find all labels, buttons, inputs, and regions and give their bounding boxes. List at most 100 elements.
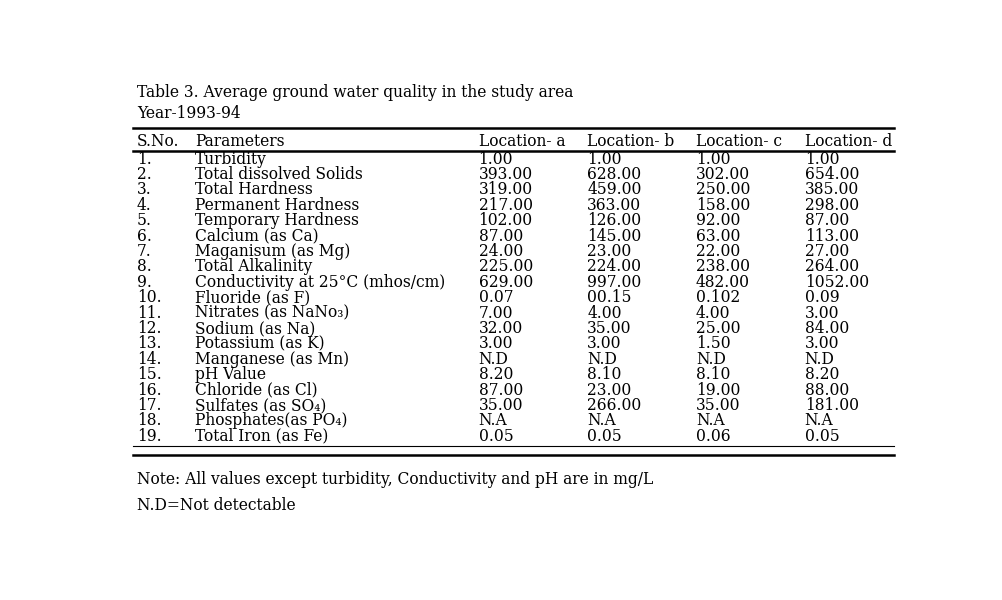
Text: Location- b: Location- b — [587, 133, 674, 150]
Text: Calcium (as Ca): Calcium (as Ca) — [195, 227, 319, 245]
Text: 266.00: 266.00 — [587, 397, 641, 414]
Text: Nitrates (as NaNo₃): Nitrates (as NaNo₃) — [195, 305, 350, 322]
Text: 27.00: 27.00 — [805, 243, 849, 260]
Text: 1.00: 1.00 — [479, 151, 513, 167]
Text: 9.: 9. — [137, 274, 151, 291]
Text: Year-1993-94: Year-1993-94 — [137, 105, 240, 122]
Text: 482.00: 482.00 — [696, 274, 750, 291]
Text: Maganisum (as Mg): Maganisum (as Mg) — [195, 243, 351, 260]
Text: Permanent Hardness: Permanent Hardness — [195, 197, 360, 214]
Text: N.A: N.A — [696, 412, 724, 430]
Text: N.D: N.D — [587, 351, 617, 368]
Text: 5.: 5. — [137, 212, 152, 229]
Text: 302.00: 302.00 — [696, 166, 750, 183]
Text: Potassium (as K): Potassium (as K) — [195, 335, 325, 352]
Text: 393.00: 393.00 — [479, 166, 533, 183]
Text: 84.00: 84.00 — [805, 320, 849, 337]
Text: Phosphates(as PO₄): Phosphates(as PO₄) — [195, 412, 348, 430]
Text: 18.: 18. — [137, 412, 161, 430]
Text: 298.00: 298.00 — [805, 197, 859, 214]
Text: 0.05: 0.05 — [479, 428, 513, 445]
Text: Turbidity: Turbidity — [195, 151, 267, 167]
Text: 10.: 10. — [137, 289, 161, 306]
Text: 12.: 12. — [137, 320, 161, 337]
Text: 4.00: 4.00 — [587, 305, 622, 322]
Text: 8.10: 8.10 — [587, 366, 621, 383]
Text: 158.00: 158.00 — [696, 197, 750, 214]
Text: N.A: N.A — [587, 412, 616, 430]
Text: 628.00: 628.00 — [587, 166, 641, 183]
Text: 4.: 4. — [137, 197, 151, 214]
Text: N.D=Not detectable: N.D=Not detectable — [137, 497, 296, 514]
Text: Temporary Hardness: Temporary Hardness — [195, 212, 359, 229]
Text: 3.00: 3.00 — [805, 305, 840, 322]
Text: 1.00: 1.00 — [587, 151, 622, 167]
Text: 8.10: 8.10 — [696, 366, 730, 383]
Text: Conductivity at 25°C (mhos/cm): Conductivity at 25°C (mhos/cm) — [195, 274, 446, 291]
Text: 25.00: 25.00 — [696, 320, 740, 337]
Text: 181.00: 181.00 — [805, 397, 859, 414]
Text: 92.00: 92.00 — [696, 212, 740, 229]
Text: Sodium (as Na): Sodium (as Na) — [195, 320, 316, 337]
Text: 3.00: 3.00 — [479, 335, 513, 352]
Text: 1052.00: 1052.00 — [805, 274, 869, 291]
Text: 14.: 14. — [137, 351, 161, 368]
Text: Sulfates (as SO₄): Sulfates (as SO₄) — [195, 397, 327, 414]
Text: 0.102: 0.102 — [696, 289, 740, 306]
Text: Manganese (as Mn): Manganese (as Mn) — [195, 351, 350, 368]
Text: Chloride (as Cl): Chloride (as Cl) — [195, 382, 318, 398]
Text: 23.00: 23.00 — [587, 243, 631, 260]
Text: Total Iron (as Fe): Total Iron (as Fe) — [195, 428, 329, 445]
Text: 88.00: 88.00 — [805, 382, 849, 398]
Text: 363.00: 363.00 — [587, 197, 641, 214]
Text: 385.00: 385.00 — [805, 181, 859, 199]
Text: 459.00: 459.00 — [587, 181, 641, 199]
Text: 8.20: 8.20 — [805, 366, 839, 383]
Text: 32.00: 32.00 — [479, 320, 523, 337]
Text: 13.: 13. — [137, 335, 161, 352]
Text: N.D: N.D — [479, 351, 508, 368]
Text: 113.00: 113.00 — [805, 227, 859, 245]
Text: 3.00: 3.00 — [805, 335, 840, 352]
Text: 3.00: 3.00 — [587, 335, 622, 352]
Text: 17.: 17. — [137, 397, 161, 414]
Text: 1.00: 1.00 — [805, 151, 840, 167]
Text: 1.: 1. — [137, 151, 151, 167]
Text: 238.00: 238.00 — [696, 259, 750, 275]
Text: 00.15: 00.15 — [587, 289, 632, 306]
Text: Note: All values except turbidity, Conductivity and pH are in mg/L: Note: All values except turbidity, Condu… — [137, 472, 653, 488]
Text: 23.00: 23.00 — [587, 382, 631, 398]
Text: 7.: 7. — [137, 243, 151, 260]
Text: 63.00: 63.00 — [696, 227, 740, 245]
Text: N.A: N.A — [479, 412, 507, 430]
Text: 102.00: 102.00 — [479, 212, 533, 229]
Text: 264.00: 264.00 — [805, 259, 859, 275]
Text: 11.: 11. — [137, 305, 161, 322]
Text: Location- d: Location- d — [805, 133, 892, 150]
Text: 217.00: 217.00 — [479, 197, 533, 214]
Text: 0.05: 0.05 — [805, 428, 840, 445]
Text: 87.00: 87.00 — [479, 227, 523, 245]
Text: 87.00: 87.00 — [805, 212, 849, 229]
Text: 8.: 8. — [137, 259, 151, 275]
Text: 629.00: 629.00 — [479, 274, 533, 291]
Text: 145.00: 145.00 — [587, 227, 641, 245]
Text: 24.00: 24.00 — [479, 243, 523, 260]
Text: 35.00: 35.00 — [587, 320, 632, 337]
Text: pH Value: pH Value — [195, 366, 267, 383]
Text: 224.00: 224.00 — [587, 259, 641, 275]
Text: Location- a: Location- a — [479, 133, 565, 150]
Text: 35.00: 35.00 — [696, 397, 740, 414]
Text: 16.: 16. — [137, 382, 161, 398]
Text: Fluoride (as F): Fluoride (as F) — [195, 289, 311, 306]
Text: 0.09: 0.09 — [805, 289, 840, 306]
Text: Total Alkalinity: Total Alkalinity — [195, 259, 313, 275]
Text: Table 3. Average ground water quality in the study area: Table 3. Average ground water quality in… — [137, 84, 573, 101]
Text: 319.00: 319.00 — [479, 181, 533, 199]
Text: 22.00: 22.00 — [696, 243, 740, 260]
Text: 87.00: 87.00 — [479, 382, 523, 398]
Text: 19.: 19. — [137, 428, 161, 445]
Text: Parameters: Parameters — [195, 133, 285, 150]
Text: S.No.: S.No. — [137, 133, 179, 150]
Text: Location- c: Location- c — [696, 133, 782, 150]
